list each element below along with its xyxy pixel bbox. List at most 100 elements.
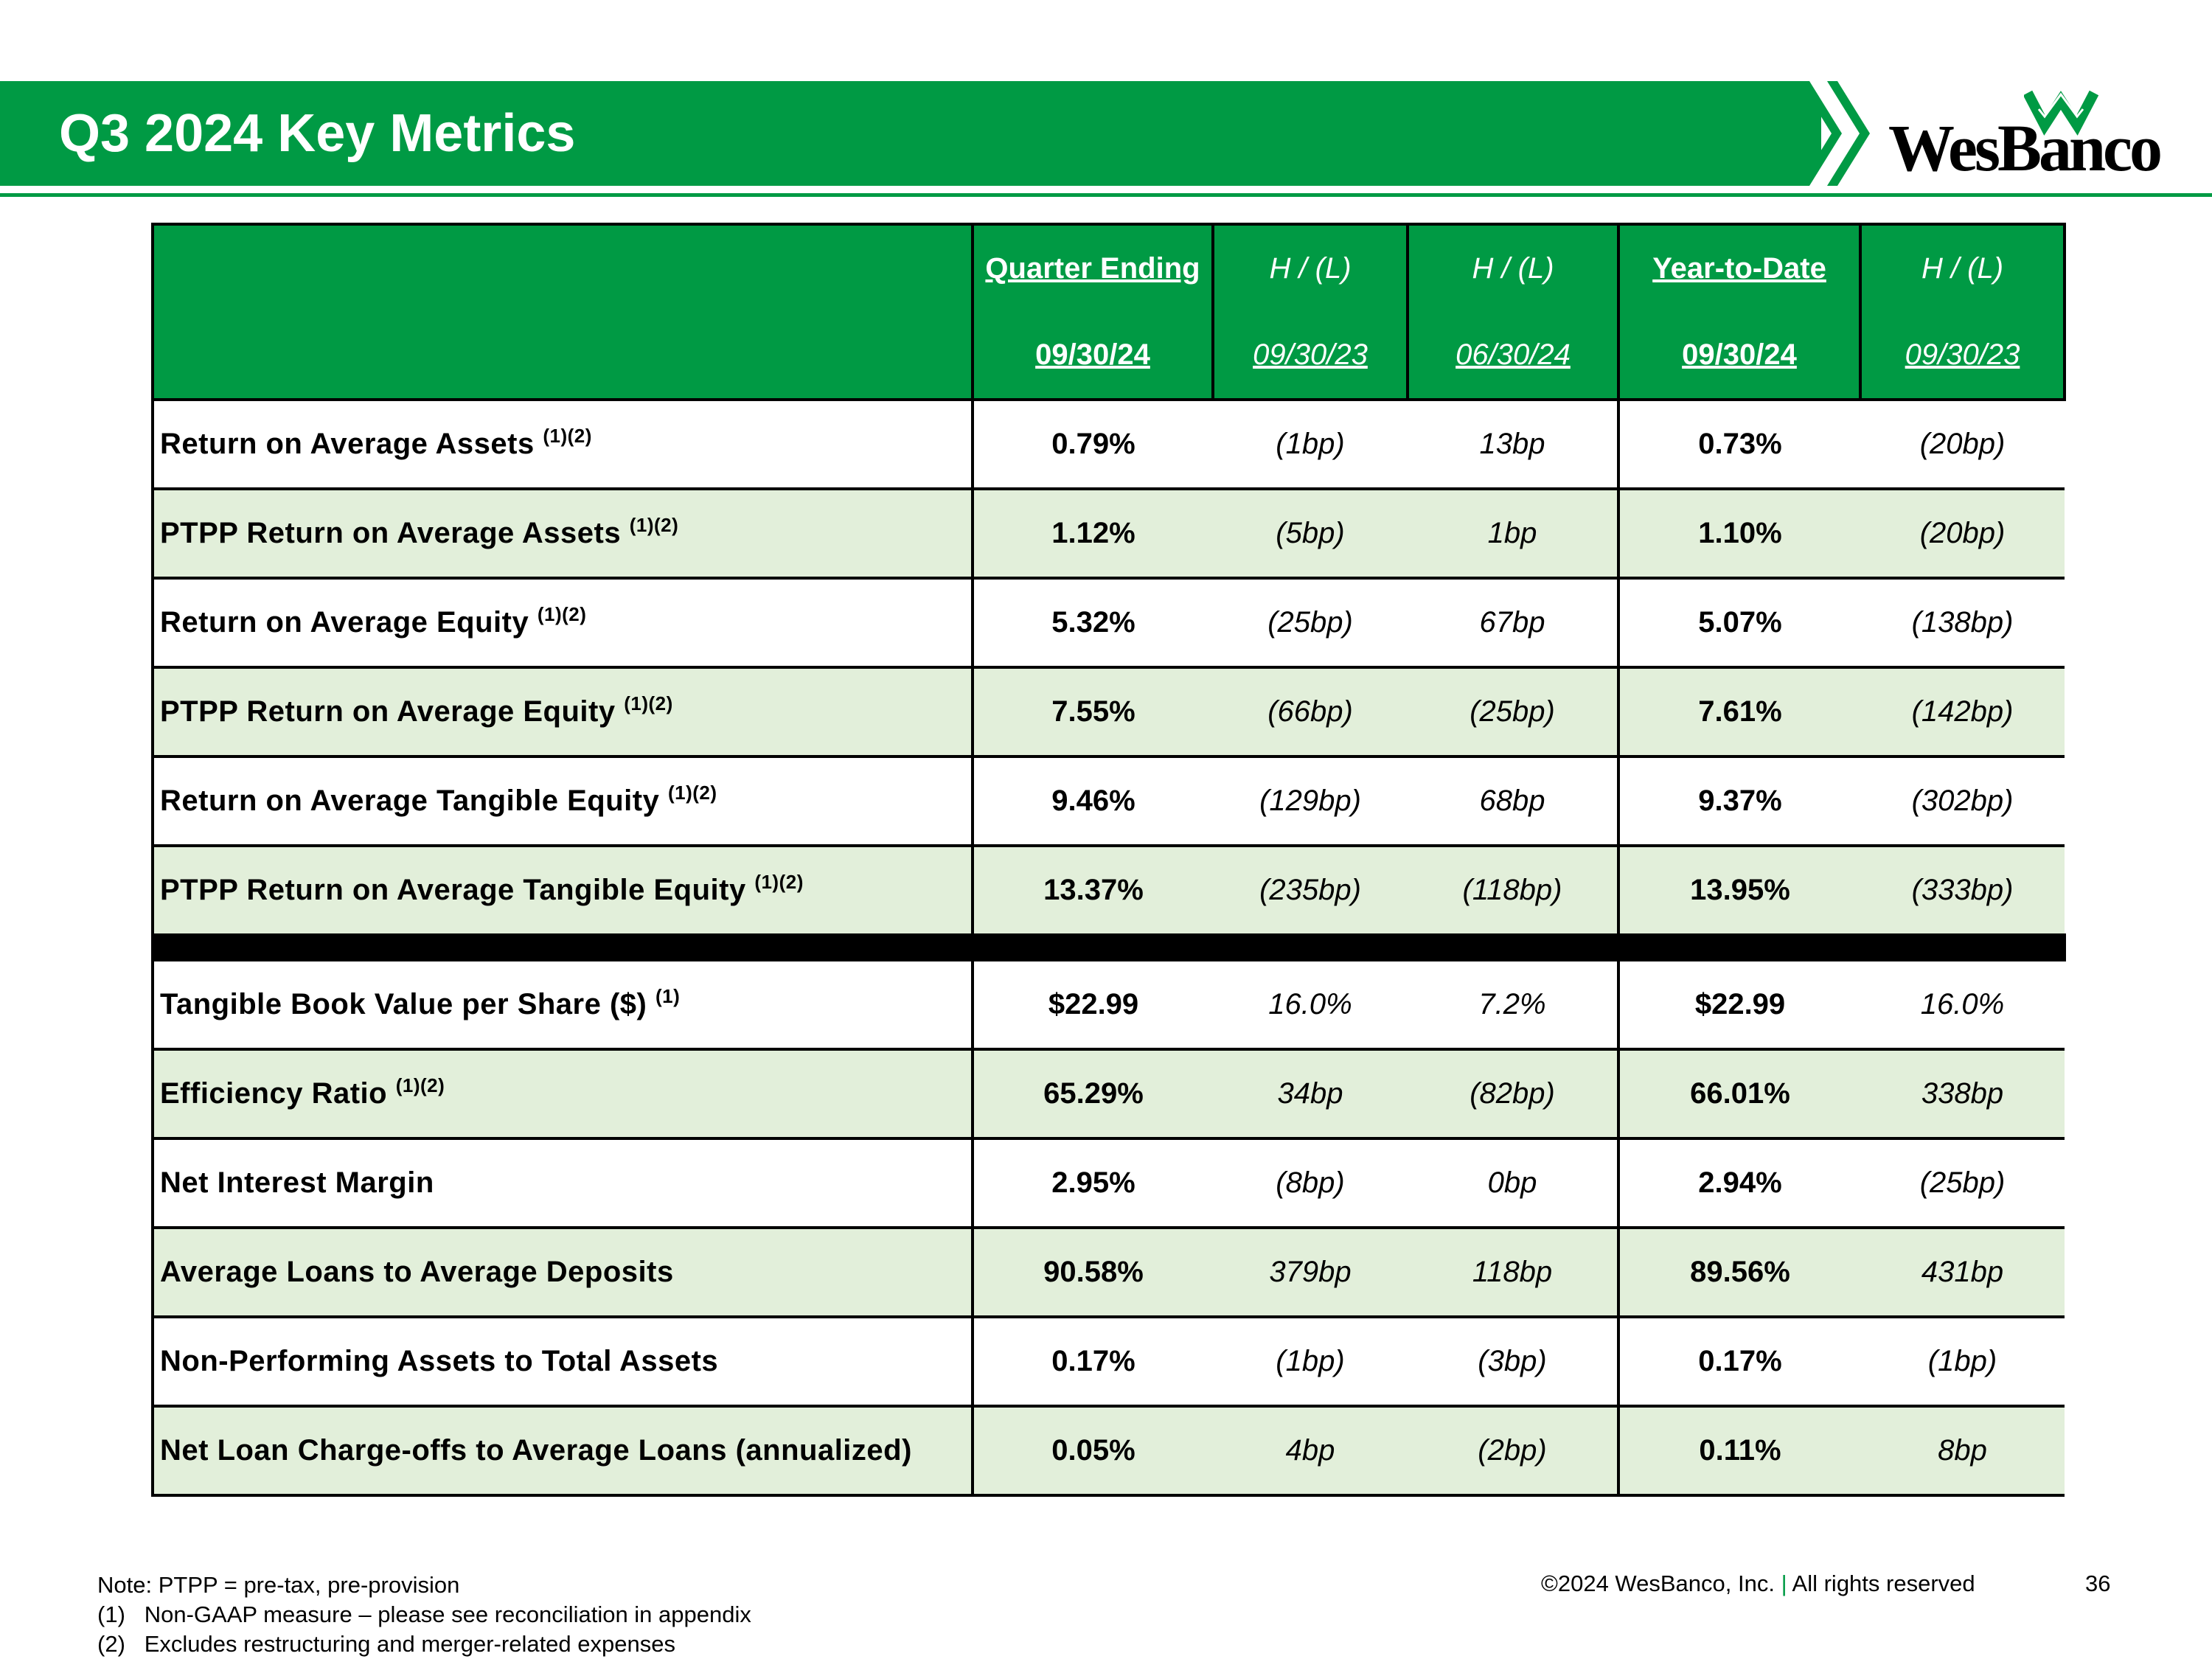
logo-text: WesBanco [1888,112,2163,185]
metric-change: 4bp [1213,1405,1408,1497]
metric-label-text: Net Interest Margin [160,1166,434,1199]
metric-value: 0.11% [1617,1405,1860,1497]
metric-change: 16.0% [1213,959,1408,1051]
metric-change: (1bp) [1213,1315,1408,1408]
table-row: Return on Average Equity (1)(2) 5.32% (25b… [151,577,2065,669]
metric-value: 5.07% [1617,577,1860,669]
metric-change: (129bp) [1213,755,1408,847]
metric-change: (8bp) [1213,1137,1408,1229]
metric-value: 5.32% [971,577,1213,669]
metric-label: Non-Performing Assets to Total Assets [151,1315,974,1408]
page-title: Q3 2024 Key Metrics [59,104,576,163]
table-row: Return on Average Tangible Equity (1)(2)… [151,755,2065,847]
metric-change: (235bp) [1213,844,1408,936]
wesbanco-logo: WesBanco [1877,87,2171,185]
col-header-hl-1: H / (L) [1211,223,1409,312]
metric-change: (25bp) [1213,577,1408,669]
footnote-2-text: Excludes restructuring and merger-relate… [144,1631,675,1657]
header-row-1: Quarter Ending H / (L) H / (L) Year-to-D… [151,223,2066,400]
metric-change: (118bp) [1408,844,1618,936]
metric-label-text: PTPP Return on Average Assets [160,517,622,549]
col-header-ytd: Year-to-Date [1617,223,1862,312]
col-date-hl-1: 09/30/23 [1211,312,1409,401]
table-row: PTPP Return on Average Tangible Equity (… [151,844,2065,936]
metric-change: (25bp) [1860,1137,2065,1229]
footnote-marker: (1)(2) [629,514,679,536]
metric-change: (142bp) [1860,666,2065,758]
footer-separator: | [1781,1571,1787,1596]
header-row-2: 09/30/24 09/30/23 06/30/24 09/30/24 09/3… [153,312,2066,401]
metric-label: Return on Average Equity (1)(2) [151,577,974,669]
metric-value: 0.05% [971,1405,1213,1497]
metric-value: 13.37% [971,844,1213,936]
metric-label-text: PTPP Return on Average Equity [160,695,616,728]
metric-label-text: Efficiency Ratio [160,1077,388,1110]
metric-label: Average Loans to Average Deposits [151,1226,974,1318]
footnote-2-number: (2) [97,1631,125,1657]
metric-value: 9.37% [1617,755,1860,847]
key-metrics-table: Quarter Ending H / (L) H / (L) Year-to-D… [151,223,2066,1497]
table-row: PTPP Return on Average Equity (1)(2) 7.55… [151,666,2065,758]
metric-label: Tangible Book Value per Share ($) (1) [151,959,974,1051]
metric-label-text: Tangible Book Value per Share ($) [160,988,647,1020]
section-divider [151,933,2066,961]
metric-label: Net Interest Margin [151,1137,974,1229]
footnote-1: (1) Non-GAAP measure – please see reconc… [97,1600,751,1630]
chevron-icon [1799,81,1870,186]
footnote-marker: (1)(2) [543,425,592,447]
table-row: Average Loans to Average Deposits 90.58% 3… [151,1226,2065,1318]
metric-value: 90.58% [971,1226,1213,1318]
metric-change: (66bp) [1213,666,1408,758]
metric-change: 13bp [1408,398,1618,490]
metric-change: 118bp [1408,1226,1618,1318]
metric-label-text: PTPP Return on Average Tangible Equity [160,874,746,906]
header-rule [0,193,2212,197]
header-blank-cell [151,223,974,400]
footnote-marker: (1)(2) [537,603,587,625]
metric-value: 2.95% [971,1137,1213,1229]
metric-value: 7.55% [971,666,1213,758]
metric-value: 13.95% [1617,844,1860,936]
metric-change: (1bp) [1860,1315,2065,1408]
footnote-marker: (1)(2) [667,782,717,804]
table-row: Tangible Book Value per Share ($) (1) $22… [151,959,2065,1051]
metric-label-text: Non-Performing Assets to Total Assets [160,1345,719,1377]
metric-label-text: Return on Average Tangible Equity [160,785,660,817]
metrics-group-returns: Return on Average Assets (1)(2) 0.79% (1bp… [151,398,2065,936]
metric-change: (138bp) [1860,577,2065,669]
metric-change: (302bp) [1860,755,2065,847]
metric-change: 431bp [1860,1226,2065,1318]
metric-change: 16.0% [1860,959,2065,1051]
metric-value: 89.56% [1617,1226,1860,1318]
col-header-hl-2: H / (L) [1406,223,1620,312]
metric-change: 379bp [1213,1226,1408,1318]
metric-value: 0.79% [971,398,1213,490]
table-row: PTPP Return on Average Assets (1)(2) 1.12… [151,487,2065,580]
metric-change: (20bp) [1860,487,2065,580]
metrics-group-other: Tangible Book Value per Share ($) (1) $22… [151,959,2065,1497]
metric-change: 34bp [1213,1048,1408,1140]
metric-change: 1bp [1408,487,1618,580]
note-ptpp: Note: PTPP = pre-tax, pre-provision [97,1572,460,1598]
metric-change: (25bp) [1408,666,1618,758]
metric-label-text: Return on Average Equity [160,606,529,639]
metric-change: 8bp [1860,1405,2065,1497]
footnote-1-number: (1) [97,1601,125,1627]
metric-label-text: Return on Average Assets [160,428,535,460]
table-row: Return on Average Assets (1)(2) 0.79% (1bp… [151,398,2065,490]
footnote-marker: (1) [655,985,681,1007]
metric-change: (5bp) [1213,487,1408,580]
footnote-1-text: Non-GAAP measure – please see reconcilia… [144,1601,751,1627]
title-banner: Q3 2024 Key Metrics [0,81,1821,186]
col-header-quarter-ending: Quarter Ending [971,223,1214,312]
col-header-hl-3: H / (L) [1859,223,2066,312]
metric-label-text: Average Loans to Average Deposits [160,1256,674,1288]
metric-change: 7.2% [1408,959,1618,1051]
metric-value: 66.01% [1617,1048,1860,1140]
metric-value: 0.17% [971,1315,1213,1408]
metric-change: (1bp) [1213,398,1408,490]
logo-w-icon [2024,90,2099,136]
metric-value: 1.12% [971,487,1213,580]
footnote-2: (2) Excludes restructuring and merger-re… [97,1630,675,1659]
table-row: Net Interest Margin 2.95% (8bp) 0bp 2.94% (25… [151,1137,2065,1229]
